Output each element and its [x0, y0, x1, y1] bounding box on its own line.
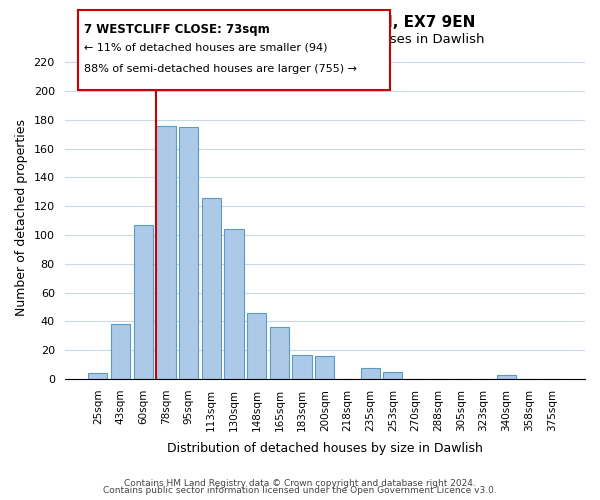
Bar [315, 356, 334, 379]
Text: Contains HM Land Registry data © Crown copyright and database right 2024.: Contains HM Land Registry data © Crown c… [124, 478, 476, 488]
Text: Size of property relative to detached houses in Dawlish: Size of property relative to detached ho… [115, 32, 485, 46]
Bar [497, 374, 516, 379]
Text: 7, WESTCLIFF CLOSE, DAWLISH, EX7 9EN: 7, WESTCLIFF CLOSE, DAWLISH, EX7 9EN [125, 15, 475, 30]
Bar [383, 372, 403, 379]
Bar [270, 327, 289, 379]
Text: ← 11% of detached houses are smaller (94): ← 11% of detached houses are smaller (94… [84, 42, 328, 52]
Text: 88% of semi-detached houses are larger (755) →: 88% of semi-detached houses are larger (… [84, 64, 357, 74]
Bar [202, 198, 221, 379]
Bar [361, 368, 380, 379]
Bar [88, 374, 107, 379]
Bar [156, 126, 176, 379]
Bar [247, 313, 266, 379]
Bar [179, 127, 198, 379]
Text: 7 WESTCLIFF CLOSE: 73sqm: 7 WESTCLIFF CLOSE: 73sqm [84, 22, 270, 36]
Text: Contains public sector information licensed under the Open Government Licence v3: Contains public sector information licen… [103, 486, 497, 495]
Bar [111, 324, 130, 379]
Bar [134, 225, 153, 379]
Bar [292, 354, 312, 379]
Y-axis label: Number of detached properties: Number of detached properties [15, 118, 28, 316]
Bar [224, 230, 244, 379]
X-axis label: Distribution of detached houses by size in Dawlish: Distribution of detached houses by size … [167, 442, 483, 455]
